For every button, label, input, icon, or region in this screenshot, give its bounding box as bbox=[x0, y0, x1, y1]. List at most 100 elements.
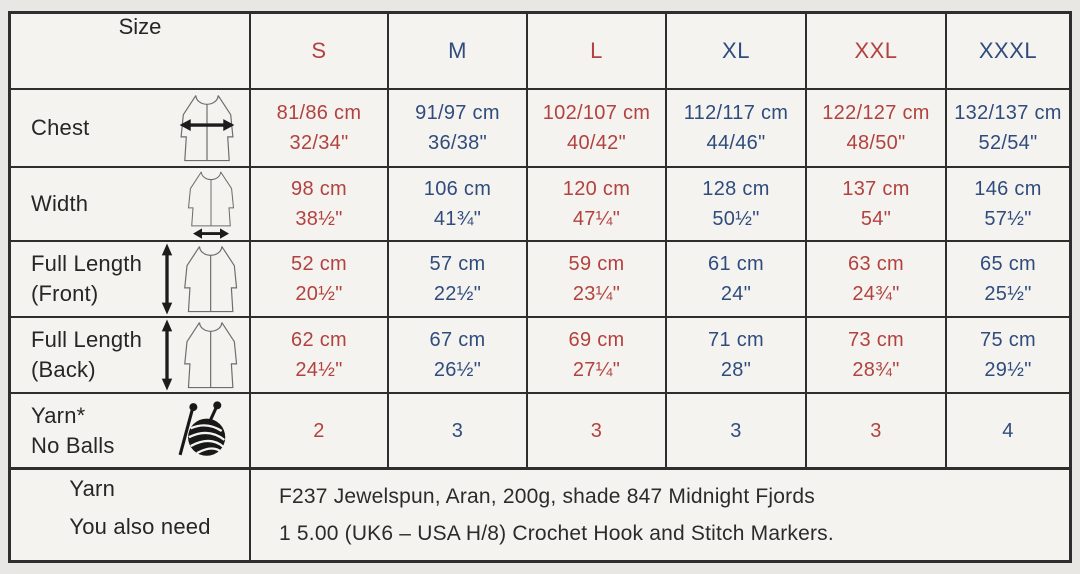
width-xl-cell: 128 cm 50½" bbox=[667, 168, 807, 242]
cm-value: 61 cm bbox=[708, 253, 764, 275]
length-front-row-label-cell: Full Length (Front) bbox=[11, 242, 251, 318]
yarn-balls-xxl-cell: 3 bbox=[807, 394, 947, 470]
cm-value: 57 cm bbox=[429, 253, 486, 275]
inch-value: 52/54" bbox=[978, 132, 1038, 154]
also-need-text: 1 5.00 (UK6 – USA H/8) Crochet Hook and … bbox=[279, 522, 834, 545]
ball-count: 4 bbox=[1002, 419, 1014, 442]
inch-value: 24" bbox=[720, 283, 752, 305]
inch-value: 23¼" bbox=[572, 283, 621, 305]
size-xxl-label: XXL bbox=[854, 38, 898, 63]
footer-value-cell: F237 Jewelspun, Aran, 200g, shade 847 Mi… bbox=[251, 470, 1069, 560]
yarn-balls-l-cell: 3 bbox=[528, 394, 667, 470]
yarn-balls-xxxl-cell: 4 bbox=[947, 394, 1069, 470]
ball-count: 3 bbox=[870, 419, 882, 442]
cm-value: 91/97 cm bbox=[415, 102, 500, 124]
inch-value: 54" bbox=[860, 208, 892, 230]
length-front-xxl-cell: 63 cm 24¾" bbox=[807, 242, 947, 318]
inch-value: 48/50" bbox=[846, 132, 906, 154]
inch-value: 28¾" bbox=[852, 359, 900, 381]
size-table: Size S M L XL XXL XXXL Chest 81/86 cm 32/… bbox=[8, 11, 1072, 563]
inch-value: 29½" bbox=[984, 359, 1032, 381]
width-s-cell: 98 cm 38½" bbox=[251, 168, 389, 242]
length-back-row-label: Full Length bbox=[31, 327, 143, 352]
length-back-m-cell: 67 cm 26½" bbox=[389, 318, 528, 394]
width-row-label: Width bbox=[31, 191, 89, 216]
size-col-m: M bbox=[389, 14, 528, 90]
inch-value: 28" bbox=[720, 359, 752, 381]
cm-value: 137 cm bbox=[842, 178, 910, 200]
footer-you-also-need-label: You also need bbox=[69, 514, 211, 539]
size-col-xxxl: XXXL bbox=[947, 14, 1069, 90]
width-l-cell: 120 cm 47¼" bbox=[528, 168, 667, 242]
width-xxl-cell: 137 cm 54" bbox=[807, 168, 947, 242]
ball-count: 3 bbox=[451, 419, 464, 442]
width-xxxl-cell: 146 cm 57½" bbox=[947, 168, 1069, 242]
yarn-balls-row-sublabel: No Balls bbox=[31, 432, 115, 458]
inch-value: 22½" bbox=[433, 283, 482, 305]
ball-count: 2 bbox=[313, 419, 325, 442]
length-back-xl-cell: 71 cm 28" bbox=[667, 318, 807, 394]
cm-value: 62 cm bbox=[291, 329, 347, 351]
chest-row-label-cell: Chest bbox=[11, 90, 251, 168]
inch-value: 24½" bbox=[295, 359, 343, 381]
cm-value: 102/107 cm bbox=[542, 102, 651, 124]
cm-value: 65 cm bbox=[980, 253, 1036, 275]
cm-value: 132/137 cm bbox=[954, 102, 1062, 124]
inch-value: 27¼" bbox=[572, 359, 621, 381]
size-l-label: L bbox=[590, 38, 603, 63]
cm-value: 59 cm bbox=[568, 253, 625, 275]
size-col-xxl: XXL bbox=[807, 14, 947, 90]
size-header-cell: Size bbox=[11, 14, 251, 90]
sweater-width-arrow-icon bbox=[173, 168, 249, 240]
cm-value: 120 cm bbox=[562, 178, 631, 200]
length-back-row-label-cell: Full Length (Back) bbox=[11, 318, 251, 394]
inch-value: 24¾" bbox=[852, 283, 900, 305]
size-s-label: S bbox=[311, 38, 327, 63]
length-front-xl-cell: 61 cm 24" bbox=[667, 242, 807, 318]
length-back-row-sublabel: (Back) bbox=[31, 357, 96, 382]
width-row-label-cell: Width bbox=[11, 168, 251, 242]
chest-row-label: Chest bbox=[31, 115, 90, 140]
cm-value: 71 cm bbox=[708, 329, 764, 351]
yarn-ball-icon bbox=[173, 398, 235, 464]
ball-count: 3 bbox=[730, 419, 742, 442]
length-front-l-cell: 59 cm 23¼" bbox=[528, 242, 667, 318]
length-front-m-cell: 57 cm 22½" bbox=[389, 242, 528, 318]
size-col-xl: XL bbox=[667, 14, 807, 90]
cm-value: 106 cm bbox=[423, 178, 492, 200]
length-front-row-sublabel: (Front) bbox=[31, 281, 99, 306]
cm-value: 75 cm bbox=[980, 329, 1036, 351]
ball-count: 3 bbox=[590, 419, 603, 442]
inch-value: 41¾" bbox=[433, 208, 482, 230]
footer-label-cell: Yarn You also need bbox=[11, 470, 251, 560]
cm-value: 69 cm bbox=[568, 329, 625, 351]
yarn-balls-s-cell: 2 bbox=[251, 394, 389, 470]
length-back-xxxl-cell: 75 cm 29½" bbox=[947, 318, 1069, 394]
inch-value: 44/46" bbox=[706, 132, 766, 154]
length-front-row-label: Full Length bbox=[31, 251, 143, 276]
footer-yarn-label: Yarn bbox=[69, 476, 116, 501]
yarn-balls-row-label-cell: Yarn* No Balls bbox=[11, 394, 251, 470]
size-col-l: L bbox=[528, 14, 667, 90]
length-back-l-cell: 69 cm 27¼" bbox=[528, 318, 667, 394]
chest-xl-cell: 112/117 cm 44/46" bbox=[667, 90, 807, 168]
cm-value: 81/86 cm bbox=[276, 102, 362, 124]
chest-l-cell: 102/107 cm 40/42" bbox=[528, 90, 667, 168]
width-m-cell: 106 cm 41¾" bbox=[389, 168, 528, 242]
size-xl-label: XL bbox=[722, 38, 750, 63]
chest-xxl-cell: 122/127 cm 48/50" bbox=[807, 90, 947, 168]
inch-value: 32/34" bbox=[289, 132, 349, 154]
yarn-balls-m-cell: 3 bbox=[389, 394, 528, 470]
chest-m-cell: 91/97 cm 36/38" bbox=[389, 90, 528, 168]
length-front-xxxl-cell: 65 cm 25½" bbox=[947, 242, 1069, 318]
cm-value: 98 cm bbox=[291, 178, 347, 200]
cm-value: 63 cm bbox=[848, 253, 904, 275]
chest-s-cell: 81/86 cm 32/34" bbox=[251, 90, 389, 168]
yarn-spec-text: F237 Jewelspun, Aran, 200g, shade 847 Mi… bbox=[279, 485, 815, 508]
sweater-length-arrow-icon bbox=[159, 318, 249, 392]
yarn-balls-xl-cell: 3 bbox=[667, 394, 807, 470]
inch-value: 38½" bbox=[295, 208, 343, 230]
size-col-s: S bbox=[251, 14, 389, 90]
length-back-s-cell: 62 cm 24½" bbox=[251, 318, 389, 394]
cm-value: 52 cm bbox=[291, 253, 347, 275]
